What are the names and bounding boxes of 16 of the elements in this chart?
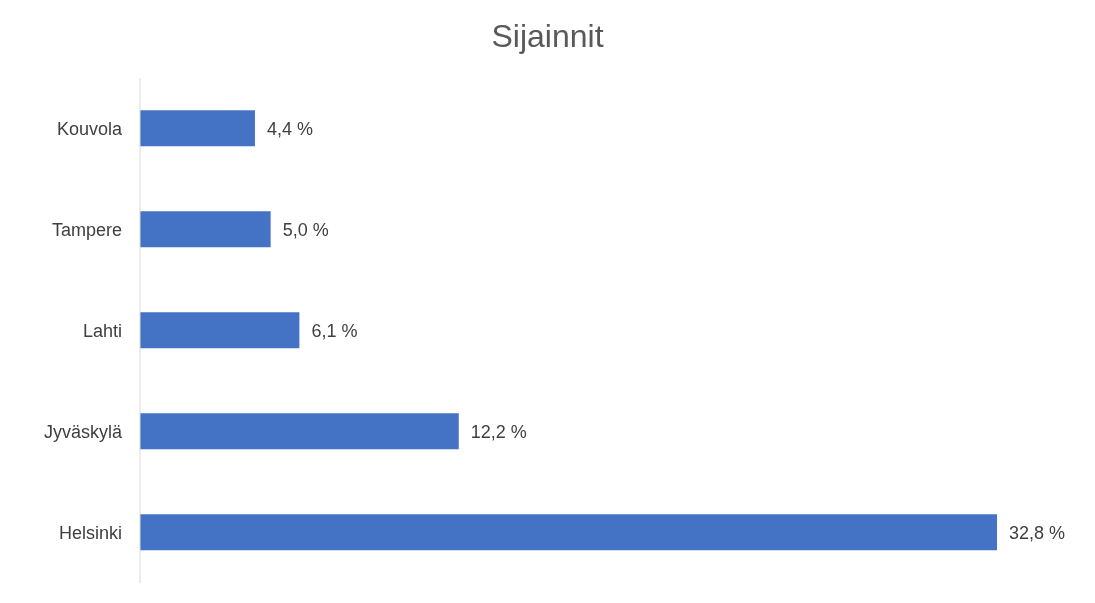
bar (140, 211, 271, 248)
data-label: 32,8 % (1009, 522, 1066, 543)
bar (140, 514, 997, 551)
data-label: 6,1 % (311, 320, 358, 341)
y-tick-label: Lahti (82, 320, 122, 341)
data-label: 4,4 % (266, 118, 313, 139)
y-tick-label: Jyväskylä (43, 421, 123, 442)
bar (140, 110, 255, 147)
bar (140, 312, 300, 349)
y-tick-label: Kouvola (56, 118, 123, 139)
y-tick-label: Tampere (51, 219, 122, 240)
data-label: 5,0 % (282, 219, 329, 240)
y-tick-label: Helsinki (58, 522, 122, 543)
data-label: 12,2 % (470, 421, 527, 442)
chart-title: Sijainnit (490, 17, 605, 56)
bar (140, 413, 459, 450)
